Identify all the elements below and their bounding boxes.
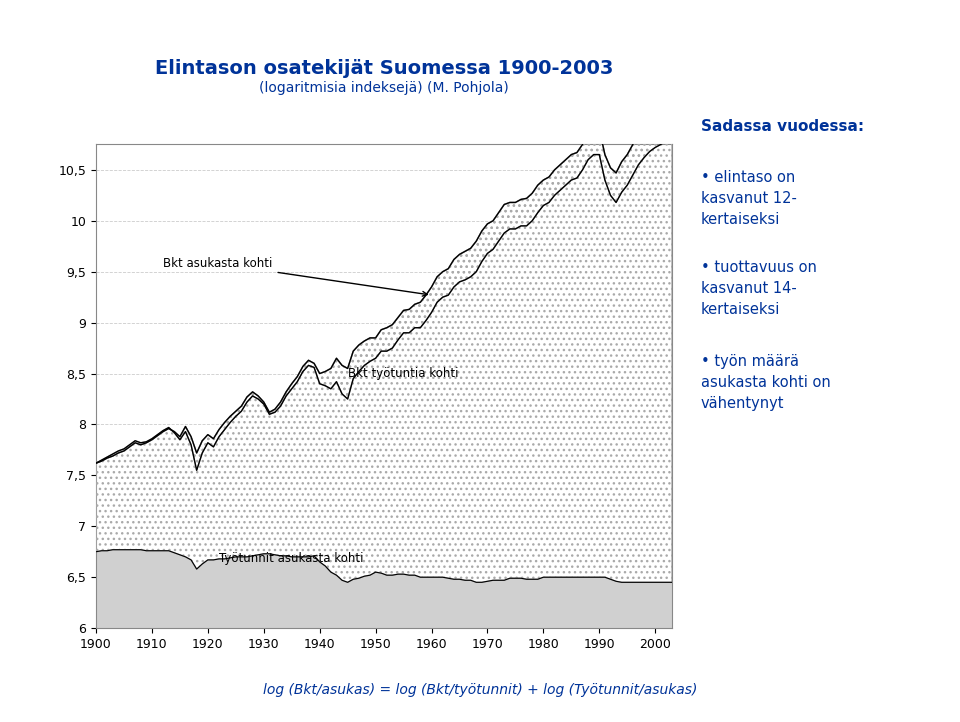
Text: • tuottavuus on
kasvanut 14-
kertaiseksi: • tuottavuus on kasvanut 14- kertaiseksi [701, 260, 817, 317]
Text: Bkt asukasta kohti: Bkt asukasta kohti [163, 257, 427, 296]
Text: • elintaso on
kasvanut 12-
kertaiseksi: • elintaso on kasvanut 12- kertaiseksi [701, 170, 797, 227]
Text: 10: 10 [16, 695, 36, 709]
Text: (logaritmisia indeksejä) (M. Pohjola): (logaritmisia indeksejä) (M. Pohjola) [259, 81, 509, 95]
Text: Työtunnit asukasta kohti: Työtunnit asukasta kohti [220, 552, 364, 565]
Text: Elintason osatekijät Suomessa 1900-2003: Elintason osatekijät Suomessa 1900-2003 [155, 59, 613, 78]
Text: • työn määrä
asukasta kohti on
vähentynyt: • työn määrä asukasta kohti on vähentyny… [701, 354, 830, 411]
Text: log (Bkt/asukas) = log (Bkt/työtunnit) + log (Työtunnit/asukas): log (Bkt/asukas) = log (Bkt/työtunnit) +… [263, 682, 697, 697]
Text: Sadassa vuodessa:: Sadassa vuodessa: [701, 119, 864, 134]
Text: Bkt työtuntia kohti: Bkt työtuntia kohti [348, 367, 459, 380]
